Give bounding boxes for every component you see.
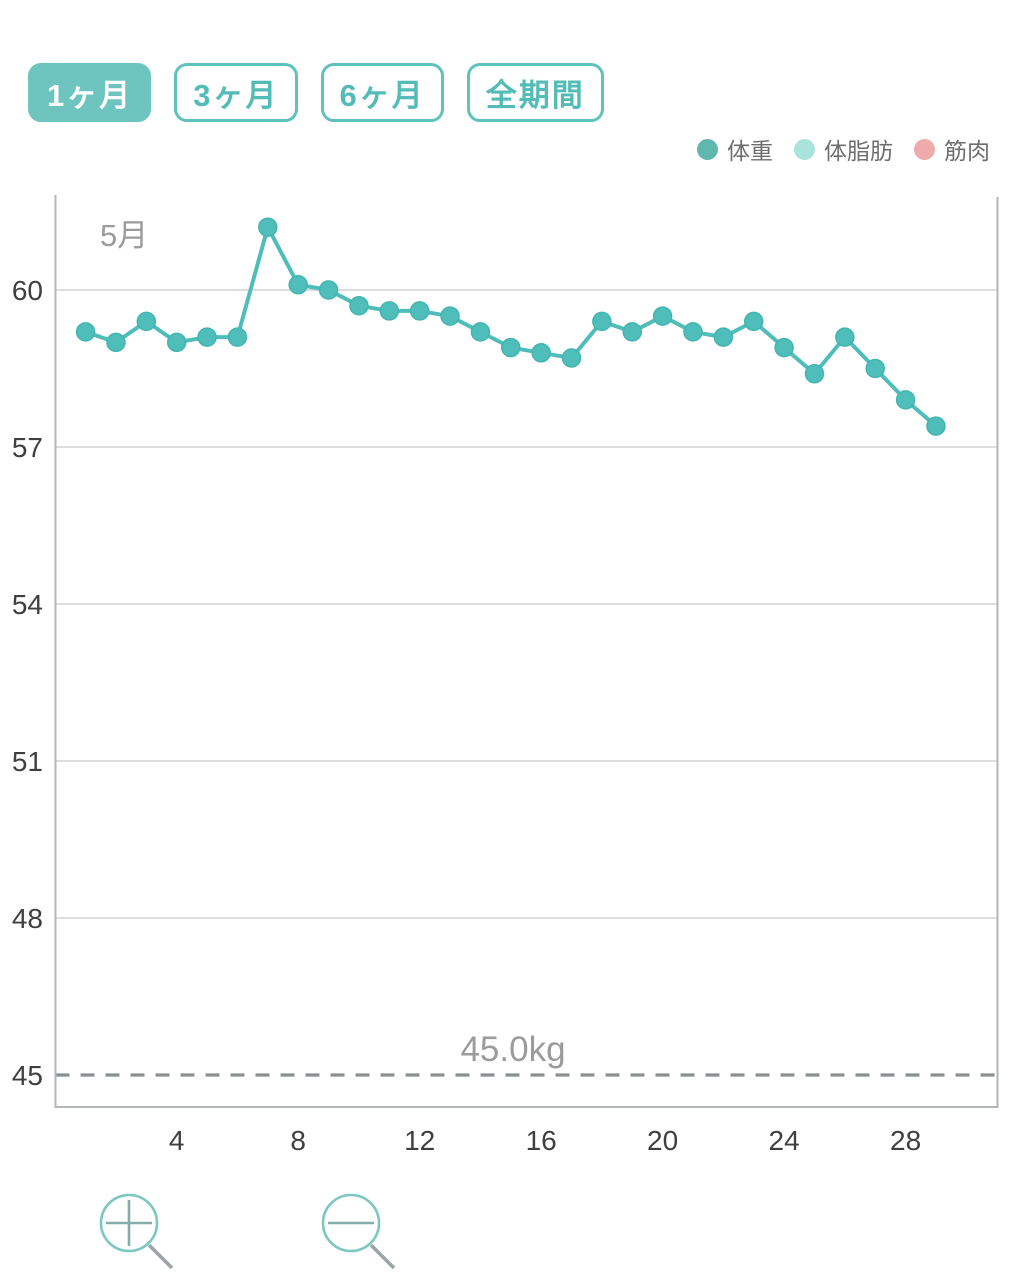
weight-data-point[interactable] xyxy=(865,358,885,379)
weight-data-point[interactable] xyxy=(592,311,612,332)
weight-data-point[interactable] xyxy=(440,306,460,326)
weight-data-point[interactable] xyxy=(136,311,157,332)
month-label: 5月 xyxy=(100,218,148,253)
x-axis-tick-label: 24 xyxy=(769,1125,800,1156)
tab-3-months[interactable]: 3ヶ月 xyxy=(174,63,298,122)
weight-line xyxy=(83,225,938,429)
y-axis-tick-label: 51 xyxy=(12,746,43,777)
legend-item-bodyfat: 体脂肪 xyxy=(794,132,893,166)
x-axis-tick-label: 12 xyxy=(404,1125,435,1156)
y-axis-tick-label: 54 xyxy=(12,589,43,620)
chart-gridlines xyxy=(55,289,998,1077)
bodyfat-legend-dot-icon xyxy=(794,138,815,160)
weight-data-point[interactable] xyxy=(683,322,703,342)
weight-data-point[interactable] xyxy=(318,280,339,300)
y-axis-tick-label: 57 xyxy=(12,432,43,463)
tab-all-period[interactable]: 全期間 xyxy=(466,63,604,122)
weight-data-point[interactable] xyxy=(531,343,551,363)
legend-label-weight: 体重 xyxy=(727,138,773,164)
weight-data-point[interactable] xyxy=(835,327,855,347)
weight-data-point[interactable] xyxy=(652,306,673,326)
weight-data-point[interactable] xyxy=(501,337,521,358)
magnifier-minus-icon xyxy=(321,1193,396,1270)
x-axis-tick-label: 28 xyxy=(890,1125,921,1156)
weight-data-point[interactable] xyxy=(804,363,825,384)
weight-data-point[interactable] xyxy=(197,327,217,347)
weight-data-point[interactable] xyxy=(166,332,187,353)
period-tabs: 1ヶ月 3ヶ月 6ヶ月 全期間 xyxy=(28,63,604,122)
weight-data-point[interactable] xyxy=(75,322,96,342)
weight-data-point[interactable] xyxy=(409,301,430,321)
weight-data-point[interactable] xyxy=(743,311,764,332)
weight-data-point[interactable] xyxy=(379,301,400,321)
tab-1-month[interactable]: 1ヶ月 xyxy=(28,63,152,122)
weight-data-point[interactable] xyxy=(713,327,734,347)
chart-series xyxy=(75,217,946,436)
zoom-out-button[interactable] xyxy=(310,1186,396,1274)
weight-data-point[interactable] xyxy=(561,348,582,368)
y-axis-tick-label: 60 xyxy=(12,275,43,306)
x-axis-tick-label: 20 xyxy=(647,1125,678,1156)
weight-data-point[interactable] xyxy=(895,390,916,410)
legend-item-weight: 体重 xyxy=(697,132,773,166)
weight-data-point[interactable] xyxy=(926,416,946,436)
weight-legend-dot-icon xyxy=(697,138,718,160)
chart-borders xyxy=(54,195,999,1108)
y-axis-tick-label: 45 xyxy=(12,1060,43,1091)
x-axis-tick-label: 16 xyxy=(526,1125,557,1156)
legend-label-bodyfat: 体脂肪 xyxy=(824,138,893,164)
weight-data-point[interactable] xyxy=(774,337,794,358)
weight-data-point[interactable] xyxy=(349,295,369,316)
weight-data-point[interactable] xyxy=(622,322,643,342)
x-axis-tick-label: 4 xyxy=(169,1125,185,1156)
legend-label-muscle: 筋肉 xyxy=(944,138,990,164)
tab-6-months[interactable]: 6ヶ月 xyxy=(320,63,444,122)
chart-legend: 体重 体脂肪 筋肉 xyxy=(697,132,990,166)
x-axis-tick-label: 8 xyxy=(290,1125,306,1156)
weight-data-point[interactable] xyxy=(106,332,126,353)
magnifier-plus-icon xyxy=(99,1193,174,1270)
weight-data-point[interactable] xyxy=(470,322,491,342)
legend-item-muscle: 筋肉 xyxy=(914,132,990,166)
muscle-legend-dot-icon xyxy=(914,138,935,160)
weight-data-point[interactable] xyxy=(227,327,248,347)
zoom-in-button[interactable] xyxy=(88,1186,174,1274)
goal-value-label: 45.0kg xyxy=(460,1030,565,1069)
weight-data-point[interactable] xyxy=(258,217,278,237)
weight-data-point[interactable] xyxy=(288,275,308,295)
y-axis-tick-label: 48 xyxy=(12,903,43,934)
